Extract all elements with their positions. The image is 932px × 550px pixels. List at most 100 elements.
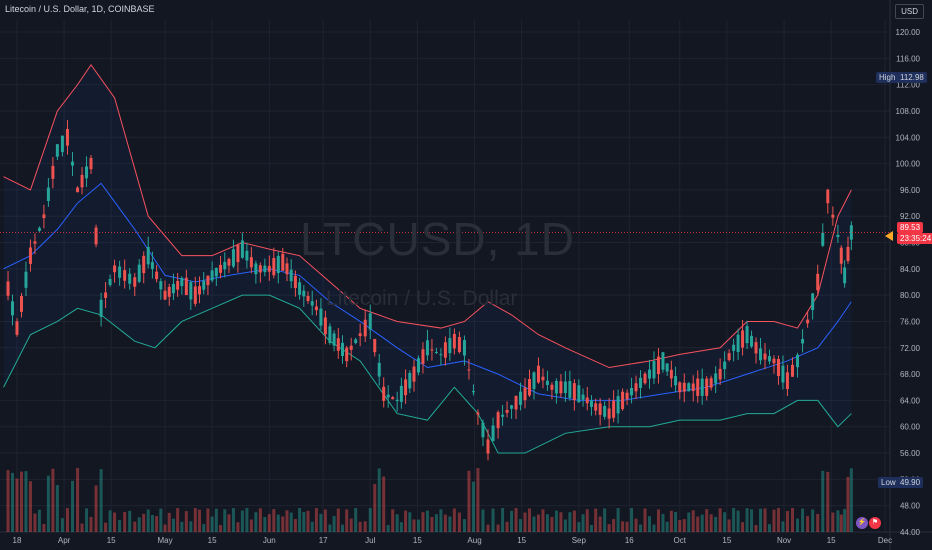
volume-bar	[448, 516, 452, 532]
candle-body	[323, 317, 327, 335]
candle-body	[314, 306, 318, 311]
volume-bar	[678, 519, 682, 532]
volume-bar	[811, 509, 815, 532]
price-alert-marker[interactable]	[885, 231, 893, 241]
candle-body	[28, 247, 32, 264]
volume-bar	[289, 512, 293, 532]
candle-body	[391, 397, 395, 400]
candle-body	[457, 336, 461, 353]
candle-body	[118, 266, 122, 278]
candle-body	[532, 372, 536, 389]
candle-body	[616, 396, 620, 414]
volume-bar	[341, 524, 344, 532]
volume-bar	[486, 524, 490, 532]
candle-body	[589, 400, 593, 407]
candle-body	[176, 280, 180, 290]
lightning-icon[interactable]: ⚡	[856, 517, 868, 529]
candle-body	[849, 225, 853, 240]
candle-body	[354, 339, 358, 343]
candle-body	[612, 400, 616, 418]
flag-icon[interactable]: ⚑	[869, 517, 881, 529]
volume-bar	[163, 524, 167, 532]
volume-bar	[796, 518, 800, 532]
volume-bar	[612, 519, 616, 532]
candle-body	[46, 187, 50, 201]
bollinger-band-fill	[3, 64, 852, 454]
candle-body	[123, 270, 127, 281]
candle-body	[421, 349, 425, 364]
candle-body	[732, 344, 736, 351]
volume-bar	[510, 510, 514, 532]
candle-body	[700, 378, 704, 396]
volume-bar	[293, 519, 297, 532]
volume-bar	[705, 509, 709, 532]
y-tick-label: 60.00	[900, 423, 921, 432]
candle-body	[811, 293, 815, 311]
candle-body	[496, 412, 500, 429]
candle-body	[476, 412, 480, 415]
x-tick-label: 15	[722, 536, 731, 545]
candle-body	[647, 369, 651, 379]
candle-body	[363, 319, 367, 337]
volume-bar	[736, 510, 740, 532]
candle-body	[202, 280, 206, 290]
volume-bar	[594, 508, 598, 532]
y-tick-label: 48.00	[900, 502, 921, 511]
volume-bar	[519, 519, 523, 532]
candle-body	[801, 338, 805, 344]
low-value: 49.90	[897, 477, 924, 488]
countdown-timer: 23:35:24	[897, 233, 932, 244]
x-tick-label: 15	[107, 536, 116, 545]
volume-bar	[491, 508, 495, 532]
candle-body	[167, 286, 171, 297]
candle-body	[826, 189, 830, 204]
volume-bar	[146, 509, 150, 532]
candle-body	[108, 278, 112, 286]
volume-bar	[210, 516, 214, 532]
candle-body	[245, 250, 249, 261]
current-price-value: 89.53	[897, 222, 924, 233]
candle-body	[19, 296, 23, 312]
candle-body	[687, 383, 691, 392]
candle-body	[133, 277, 137, 287]
currency-button[interactable]: USD	[895, 4, 924, 19]
volume-bar	[332, 516, 336, 532]
volume-bar	[155, 516, 159, 532]
candle-body	[603, 405, 607, 417]
candle-body	[15, 321, 19, 335]
volume-bar	[846, 476, 850, 532]
volume-bar	[167, 512, 171, 532]
candle-body	[505, 410, 509, 413]
x-tick-label: Jun	[263, 536, 276, 545]
volume-bar	[718, 508, 722, 532]
volume-bar	[319, 513, 323, 532]
volume-bar	[669, 510, 673, 532]
volume-bar	[781, 521, 785, 532]
volume-bar	[691, 510, 695, 532]
candle-body	[741, 330, 745, 348]
volume-bar	[457, 512, 461, 532]
candle-body	[705, 378, 709, 396]
candle-body	[302, 290, 306, 297]
volume-bar	[377, 468, 381, 532]
candle-body	[718, 368, 722, 380]
candle-body	[249, 257, 253, 268]
volume-bar	[505, 521, 509, 532]
volume-bar	[202, 524, 206, 532]
volume-bar	[176, 508, 180, 532]
candle-body	[60, 135, 64, 153]
volume-bar	[404, 510, 408, 532]
x-tick-label: 15	[517, 536, 526, 545]
volume-bar	[386, 525, 390, 532]
candle-body	[368, 313, 372, 330]
candle-body	[630, 388, 634, 396]
candle-body	[767, 356, 771, 362]
candle-body	[399, 385, 403, 402]
volume-bar	[674, 511, 678, 532]
volume-bar	[373, 484, 377, 532]
candle-body	[128, 273, 132, 284]
volume-bar	[358, 521, 362, 532]
candle-body	[227, 258, 231, 266]
volume-bar	[772, 509, 776, 532]
